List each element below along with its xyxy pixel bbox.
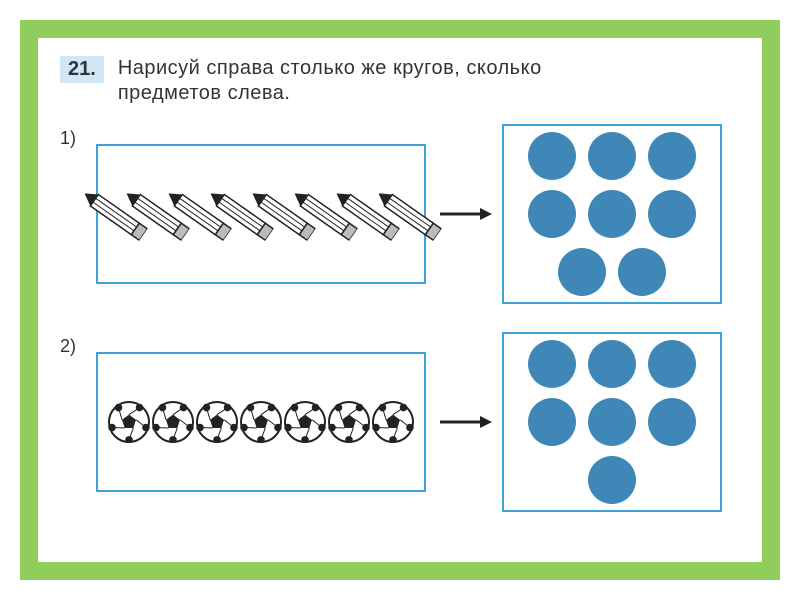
- answer-circle: [528, 398, 576, 446]
- exercise-2-left-box: [96, 352, 426, 492]
- answer-circle: [588, 190, 636, 238]
- answer-circle: [588, 398, 636, 446]
- instruction-text: Нарисуй справа столько же кругов, скольк…: [118, 56, 542, 106]
- soccer-ball-icon: [328, 401, 370, 443]
- arrow-icon: [436, 410, 492, 434]
- answer-circle: [588, 132, 636, 180]
- answer-circle: [528, 340, 576, 388]
- answer-circle: [648, 190, 696, 238]
- soccer-ball-icon: [196, 401, 238, 443]
- exercise-2-answer-box[interactable]: [502, 332, 722, 512]
- soccer-ball-icon: [372, 401, 414, 443]
- header: 21. Нарисуй справа столько же кругов, ск…: [60, 56, 740, 106]
- exercise-1-left-box: [96, 144, 426, 284]
- page-frame: 21. Нарисуй справа столько же кругов, ск…: [20, 20, 780, 580]
- instruction-line-1: Нарисуй справа столько же кругов, скольк…: [118, 57, 542, 79]
- answer-circle: [618, 248, 666, 296]
- answer-circle: [648, 340, 696, 388]
- answer-circle: [648, 398, 696, 446]
- answer-circle: [588, 340, 636, 388]
- soccer-ball-icon: [108, 401, 150, 443]
- exercise-2: 2): [60, 332, 740, 512]
- answer-circle: [588, 456, 636, 504]
- exercise-1-label: 1): [60, 124, 86, 149]
- exercise-2-label: 2): [60, 332, 86, 357]
- exercise-1: 1): [60, 124, 740, 304]
- answer-circle: [558, 248, 606, 296]
- soccer-ball-icon: [152, 401, 194, 443]
- soccer_ball-row: [108, 401, 414, 443]
- exercise-1-answer-box[interactable]: [502, 124, 722, 304]
- answer-circle: [528, 132, 576, 180]
- instruction-line-2: предметов слева.: [118, 82, 291, 104]
- soccer-ball-icon: [284, 401, 326, 443]
- answer-circle: [648, 132, 696, 180]
- pencil-row: [94, 178, 428, 250]
- answer-circle: [528, 190, 576, 238]
- question-number: 21.: [60, 56, 104, 83]
- soccer-ball-icon: [240, 401, 282, 443]
